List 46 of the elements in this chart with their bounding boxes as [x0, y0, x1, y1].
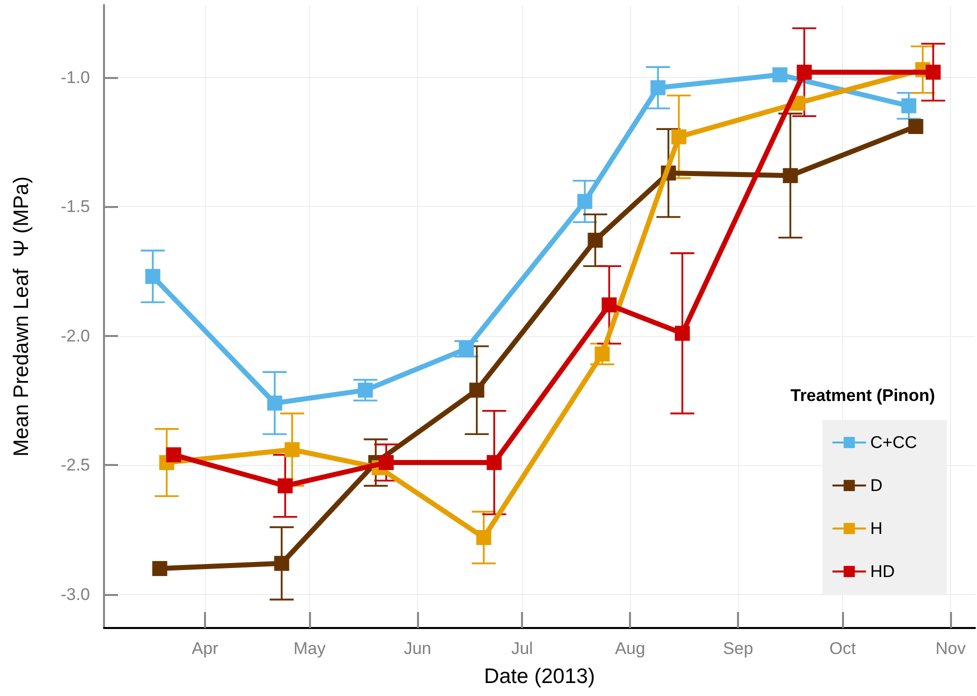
- point: [674, 326, 690, 341]
- legend-label: H: [870, 519, 883, 538]
- point: [458, 341, 474, 356]
- x-tick-label: Sep: [722, 639, 754, 658]
- y-tick-label: -1.0: [60, 68, 90, 87]
- point: [577, 194, 592, 209]
- point: [782, 168, 798, 184]
- legend-label: HD: [870, 562, 895, 581]
- y-tick-label: -2.5: [60, 456, 90, 475]
- x-tick-label: Apr: [192, 639, 219, 658]
- point: [926, 64, 941, 80]
- point: [378, 455, 394, 470]
- y-tick-label: -1.5: [60, 197, 90, 216]
- point: [796, 64, 812, 80]
- legend-label: D: [870, 476, 883, 495]
- point: [486, 455, 502, 470]
- point: [284, 442, 300, 458]
- x-tick-label: Aug: [614, 639, 646, 658]
- point: [908, 119, 924, 134]
- point: [145, 268, 160, 284]
- point: [152, 561, 168, 576]
- point: [469, 382, 484, 398]
- y-tick-label: -3.0: [60, 584, 90, 604]
- point: [594, 346, 610, 362]
- point: [274, 556, 290, 571]
- x-tick-label: Oct: [829, 639, 856, 658]
- x-tick-label: Jun: [404, 639, 432, 658]
- point: [278, 478, 293, 494]
- x-tick-label: Nov: [935, 639, 966, 658]
- legend-title: Treatment (Pinon): [790, 386, 936, 405]
- point: [772, 67, 788, 82]
- point: [476, 530, 492, 546]
- point: [671, 129, 686, 144]
- point: [650, 80, 666, 96]
- legend-label: C+CC: [870, 433, 918, 452]
- point: [588, 232, 603, 248]
- x-tick-label: May: [293, 639, 326, 658]
- point: [901, 98, 916, 114]
- x-axis-title: Date (2013): [484, 665, 595, 688]
- y-axis-title: Mean Predawn Leaf Ψ (MPa): [10, 176, 33, 457]
- x-tick-label: Jul: [511, 639, 533, 658]
- point: [267, 396, 282, 411]
- point: [358, 382, 373, 398]
- point: [602, 297, 617, 312]
- point: [166, 447, 182, 462]
- y-tick-label: -2.0: [60, 326, 90, 346]
